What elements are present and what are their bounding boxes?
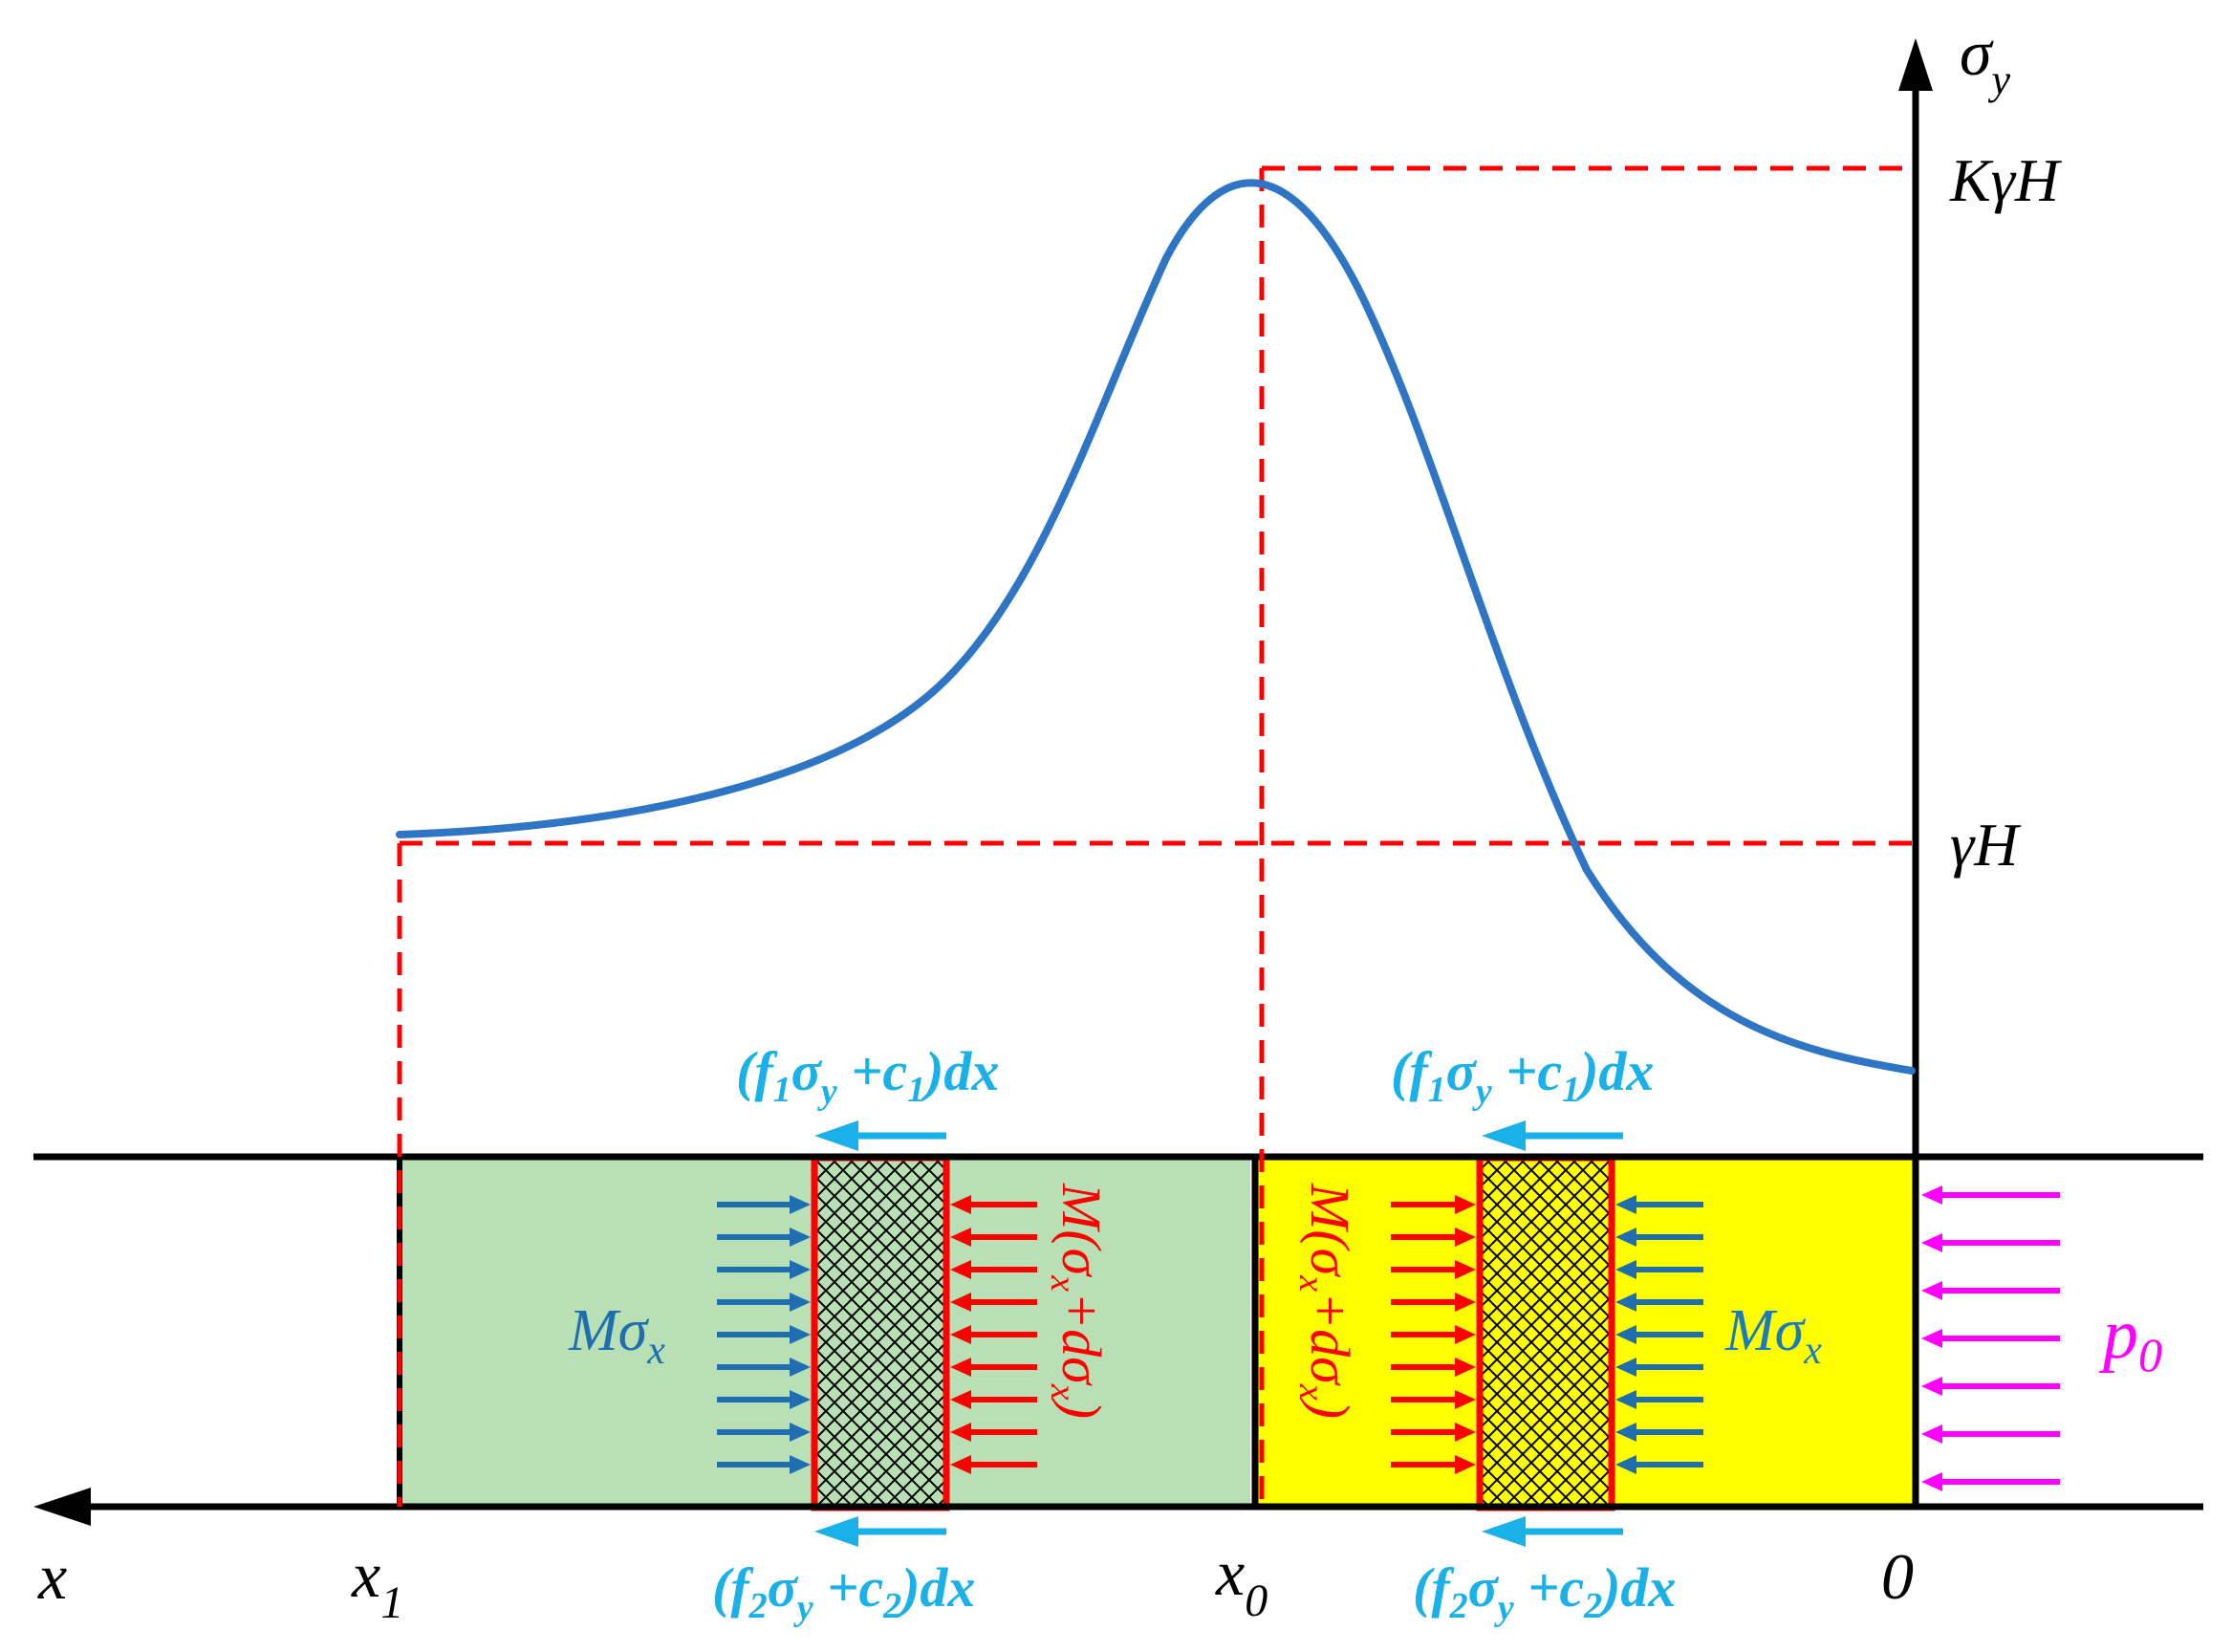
- elastic-left-arrow-head-0: [1455, 1195, 1476, 1214]
- boundary-load-arrow-head-6: [1921, 1472, 1942, 1491]
- boundary-load-arrow-head-4: [1921, 1377, 1942, 1396]
- plastic-element: [811, 1154, 950, 1511]
- guide-lines: [397, 165, 1916, 1507]
- shear-arrow-plastic-bottom-head: [814, 1516, 858, 1547]
- plastic-left-arrow-head-5: [790, 1358, 811, 1377]
- plastic-left-arrow-head-7: [790, 1423, 811, 1442]
- elastic-right-arrow-head-3: [1615, 1293, 1636, 1312]
- elastic-right-force-arrows: [1615, 1195, 1703, 1474]
- stress-curve: [396, 179, 1916, 1075]
- elastic-right-arrow-head-2: [1615, 1260, 1636, 1279]
- elastic-right-force-label: Mσx: [1724, 1298, 1822, 1373]
- plastic-left-arrow-head-3: [790, 1293, 811, 1312]
- plastic-left-arrow-head-4: [790, 1325, 811, 1344]
- elastic-right-arrow-head-6: [1615, 1390, 1636, 1409]
- plastic-right-arrow-head-8: [950, 1455, 971, 1474]
- plastic-left-force-arrows: [717, 1195, 811, 1474]
- elastic-left-arrow-head-4: [1455, 1325, 1476, 1344]
- elastic-left-force-label: M(σx+dσx): [1291, 1183, 1361, 1419]
- plastic-right-arrow-head-0: [950, 1195, 971, 1214]
- shear-arrow-plastic-top-head: [814, 1120, 858, 1151]
- origin-label: 0: [1881, 1540, 1914, 1613]
- boundary-load-arrow-head-2: [1921, 1281, 1942, 1300]
- plastic-right-arrow-head-5: [950, 1358, 971, 1377]
- plastic-top-shear-label: (f1σy +c1)dx: [736, 1040, 999, 1112]
- elastic-left-arrow-head-8: [1455, 1455, 1476, 1474]
- plastic-right-force-label: M(σx+dσx): [1043, 1183, 1113, 1419]
- boundary-load-arrow-head-1: [1921, 1233, 1942, 1252]
- x1-label: x1: [351, 1538, 403, 1628]
- elastic-element: [1476, 1154, 1615, 1511]
- elastic-left-arrow-head-2: [1455, 1260, 1476, 1279]
- elastic-right-arrow-head-7: [1615, 1423, 1636, 1442]
- plastic-left-arrow-head-6: [790, 1390, 811, 1409]
- plastic-left-arrow-head-8: [790, 1455, 811, 1474]
- plastic-left-arrow-head-1: [790, 1228, 811, 1247]
- boundary-load-arrow-head-0: [1921, 1185, 1942, 1205]
- elastic-left-arrow-head-6: [1455, 1390, 1476, 1409]
- y-axis-arrowhead: [1898, 38, 1933, 91]
- elastic-bottom-shear-label: (f2σy +c2)dx: [1413, 1556, 1676, 1628]
- peak-stress-label: KγH: [1949, 146, 2063, 214]
- elastic-left-arrow-head-1: [1455, 1228, 1476, 1247]
- plastic-right-arrow-head-4: [950, 1325, 971, 1344]
- shear-arrows: [814, 1120, 1623, 1547]
- boundary-load-arrow-head-3: [1921, 1329, 1942, 1348]
- plastic-right-arrow-head-7: [950, 1423, 971, 1442]
- boundary-load-label: p0: [2098, 1295, 2162, 1381]
- plastic-right-arrow-head-2: [950, 1260, 971, 1279]
- plastic-right-arrow-head-1: [950, 1228, 971, 1247]
- plastic-right-arrow-head-6: [950, 1390, 971, 1409]
- shear-arrow-elastic-bottom-head: [1482, 1516, 1526, 1547]
- elastic-right-arrow-head-1: [1615, 1228, 1636, 1247]
- plastic-right-arrow-head-3: [950, 1293, 971, 1312]
- x-axis-arrowhead: [33, 1488, 91, 1526]
- elastic-left-arrow-head-5: [1455, 1358, 1476, 1377]
- plastic-left-arrow-head-2: [790, 1260, 811, 1279]
- plastic-left-arrow-head-0: [790, 1195, 811, 1214]
- elastic-right-arrow-head-8: [1615, 1455, 1636, 1474]
- elastic-left-arrow-head-7: [1455, 1423, 1476, 1442]
- elastic-right-arrow-head-4: [1615, 1325, 1636, 1344]
- plastic-bottom-shear-label: (f2σy +c2)dx: [712, 1556, 975, 1628]
- boundary-load-arrow-head-5: [1921, 1424, 1942, 1444]
- plastic-right-force-arrows: [950, 1195, 1037, 1474]
- shear-arrow-elastic-top-head: [1482, 1120, 1526, 1151]
- elastic-left-arrow-head-3: [1455, 1293, 1476, 1312]
- x0-label: x0: [1215, 1536, 1268, 1626]
- elastic-right-arrow-head-5: [1615, 1358, 1636, 1377]
- elastic-left-force-arrows: [1391, 1195, 1476, 1474]
- x-axis-label: x: [37, 1540, 67, 1613]
- elastic-top-shear-label: (f1σy +c1)dx: [1391, 1040, 1654, 1112]
- plastic-left-force-label: Mσx: [568, 1298, 665, 1373]
- initial-stress-label: γH: [1950, 811, 2022, 879]
- elastic-right-arrow-head-0: [1615, 1195, 1636, 1214]
- y-axis-label: σy: [1960, 16, 2011, 103]
- boundary-load-arrows: [1921, 1185, 2060, 1491]
